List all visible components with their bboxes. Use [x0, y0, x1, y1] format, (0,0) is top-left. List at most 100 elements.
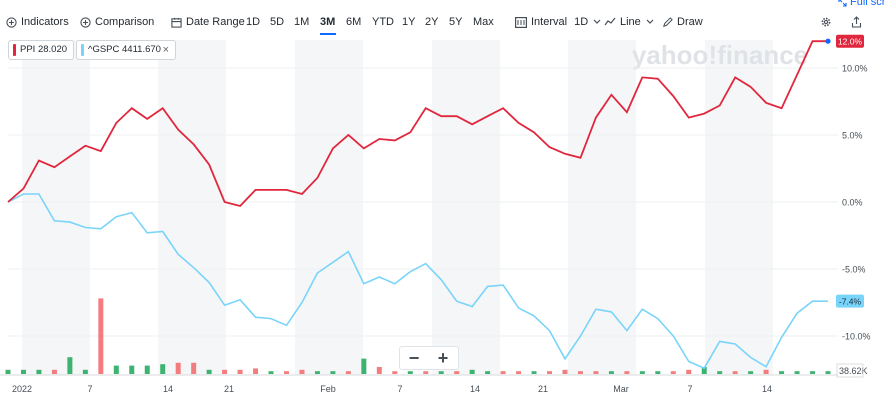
- chevron-down-icon: [593, 19, 601, 24]
- interval-label: Interval: [531, 16, 568, 28]
- ppi-chip[interactable]: PPI 28.020: [8, 40, 74, 60]
- x-tick-label: 14: [762, 384, 772, 394]
- y-tick-label: -10.0%: [842, 332, 871, 342]
- fullscreen-button[interactable]: Full scre: [838, 0, 886, 8]
- share-icon: [851, 16, 862, 28]
- range-5d[interactable]: 5D: [270, 16, 285, 28]
- volume-bar: [485, 371, 491, 374]
- volume-bar: [794, 371, 800, 374]
- range-2y[interactable]: 2Y: [425, 16, 439, 28]
- gear-icon: [821, 17, 831, 27]
- share-button[interactable]: [851, 13, 866, 31]
- zoom-in-button[interactable]: +: [437, 348, 449, 368]
- draw-label: Draw: [677, 16, 703, 28]
- gspc-last-value-badge-text: -7.4%: [839, 296, 862, 306]
- date-range-button[interactable]: Date Range: [171, 13, 245, 31]
- range-1m[interactable]: 1M: [294, 16, 310, 28]
- chart-type-button[interactable]: Line: [604, 13, 658, 31]
- yahoo-finance-watermark: yahoo!finance: [632, 40, 808, 70]
- volume-bar: [361, 358, 367, 374]
- zoom-controls: − +: [399, 346, 459, 370]
- x-tick-label: 7: [687, 384, 692, 394]
- volume-bar: [345, 371, 351, 374]
- range-6m[interactable]: 6M: [346, 16, 362, 28]
- volume-bar: [423, 371, 429, 374]
- volume-bar: [547, 371, 553, 374]
- x-axis-labels: 2022 7 14 21 Feb 7 14 21 Mar 7 14: [12, 384, 772, 394]
- range-max[interactable]: Max: [473, 16, 494, 28]
- settings-button[interactable]: [820, 13, 836, 31]
- y-axis-labels: 10.0% 5.0% 0.0% -5.0% -10.0% 38.62K: [836, 64, 871, 378]
- zoom-out-button[interactable]: −: [408, 348, 420, 368]
- volume-bar: [222, 369, 228, 374]
- volume-bar: [717, 371, 723, 374]
- volume-label-box: [836, 363, 864, 378]
- last-value-badges: 12.0% -7.4%: [836, 34, 864, 308]
- interval-icon: [515, 16, 528, 28]
- volume-bar: [763, 369, 769, 374]
- volume-bar: [82, 369, 88, 374]
- volume-bar: [469, 369, 475, 374]
- volume-bar: [701, 367, 707, 374]
- gspc-chip[interactable]: ^GSPC 4411.670 ×: [76, 40, 176, 60]
- volume-bar: [531, 371, 537, 374]
- volume-bar: [191, 362, 197, 374]
- range-1y[interactable]: 1Y: [402, 16, 416, 28]
- volume-bar: [51, 369, 57, 374]
- range-1d[interactable]: 1D: [246, 16, 261, 28]
- range-ytd[interactable]: YTD: [372, 16, 394, 28]
- x-tick-label: 21: [224, 384, 234, 394]
- volume-bar: [655, 371, 661, 374]
- volume-bars: [5, 298, 831, 374]
- x-tick-label: 21: [538, 384, 548, 394]
- ppi-last-point: [825, 38, 831, 44]
- interval-value: 1D: [574, 16, 589, 28]
- volume-bar: [67, 357, 73, 374]
- range-3m[interactable]: 3M: [320, 16, 336, 28]
- draw-button[interactable]: Draw: [662, 13, 703, 31]
- volume-bar: [624, 371, 630, 374]
- shade-band-4: [568, 40, 636, 375]
- volume-bar: [732, 371, 738, 374]
- comparison-button[interactable]: Comparison: [80, 13, 154, 31]
- comparison-label: Comparison: [95, 16, 155, 28]
- ppi-line[interactable]: [7, 40, 828, 208]
- indicators-button[interactable]: Indicators: [6, 13, 69, 31]
- x-tick-label: 7: [87, 384, 92, 394]
- y-tick-label: 0.0%: [842, 198, 863, 208]
- volume-bar: [779, 371, 785, 374]
- volume-bar: [392, 371, 398, 374]
- shade-band-1: [158, 40, 226, 375]
- x-tick-label: 7: [397, 384, 402, 394]
- active-range-underline: [320, 33, 336, 35]
- volume-bar: [748, 371, 754, 374]
- volume-bar: [670, 371, 676, 374]
- volume-bar: [608, 371, 614, 374]
- volume-bar: [516, 371, 522, 374]
- interval-button[interactable]: Interval 1D: [515, 13, 605, 31]
- gspc-line[interactable]: [7, 193, 828, 370]
- volume-bar: [330, 371, 336, 374]
- y-tick-label: 10.0%: [842, 64, 868, 74]
- x-tick-label: Mar: [613, 384, 629, 394]
- ppi-last-value-badge: [836, 34, 864, 48]
- volume-bar: [268, 371, 274, 374]
- x-tick-label: Feb: [320, 384, 336, 394]
- chart-type-label: Line: [620, 16, 641, 28]
- close-icon[interactable]: ×: [162, 44, 169, 56]
- pencil-icon: [663, 16, 673, 27]
- volume-bar: [175, 362, 181, 374]
- volume-bar: [36, 369, 42, 374]
- ppi-color-swatch: [13, 44, 16, 56]
- x-tick-label: 14: [470, 384, 480, 394]
- x-tick-label: 2022: [12, 384, 32, 394]
- volume-bar: [20, 369, 26, 374]
- ppi-chip-label: PPI 28.020: [20, 44, 68, 55]
- volume-bar: [206, 369, 212, 374]
- range-5y[interactable]: 5Y: [449, 16, 463, 28]
- shade-band-5: [705, 40, 773, 375]
- volume-bar: [283, 371, 289, 374]
- plus-circle-icon: [80, 16, 91, 28]
- volume-bar: [454, 371, 460, 374]
